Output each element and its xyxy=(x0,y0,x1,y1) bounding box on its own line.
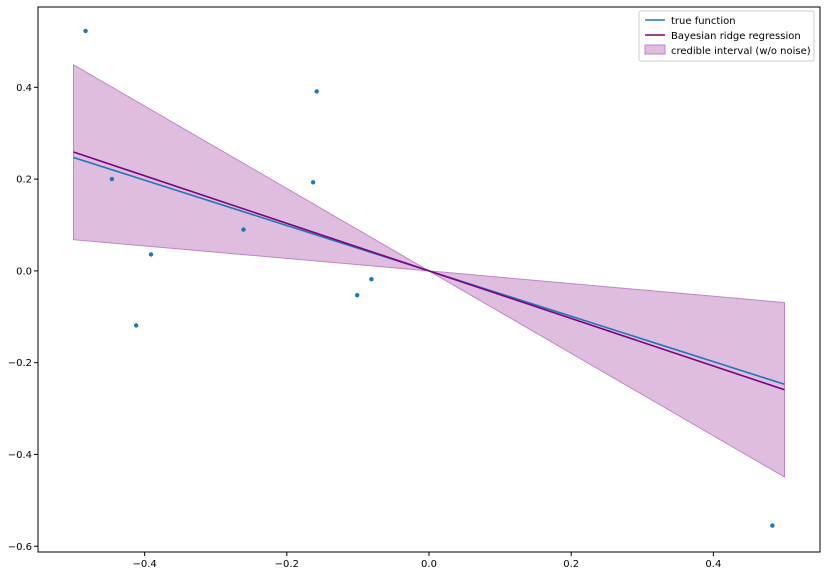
legend-label-true-function: true function xyxy=(671,16,736,27)
data-point xyxy=(355,293,360,298)
data-point xyxy=(310,180,316,185)
legend-swatch-credible-interval xyxy=(644,44,666,55)
data-point xyxy=(241,227,246,232)
data-point xyxy=(109,176,115,182)
y-tick-label: −0.4 xyxy=(8,450,32,461)
x-tick-label: 0.4 xyxy=(705,559,721,570)
x-tick-label: −0.4 xyxy=(132,559,156,570)
x-tick-label: 0.2 xyxy=(563,559,579,570)
plot-layer xyxy=(73,28,785,528)
legend-box xyxy=(638,10,815,62)
y-tick-label: −0.2 xyxy=(8,358,32,369)
y-axis-ticks: −0.6 −0.4 −0.2 0.0 0.2 0.4 xyxy=(8,83,38,553)
legend: true function Bayesian ridge regression … xyxy=(638,10,815,62)
y-tick-label: −0.6 xyxy=(8,542,32,553)
x-axis-ticks: −0.4 −0.2 0.0 0.2 0.4 xyxy=(132,552,721,570)
y-tick-label: 0.0 xyxy=(16,266,32,277)
data-point xyxy=(369,277,374,282)
data-point xyxy=(133,323,139,328)
y-tick-label: 0.2 xyxy=(16,175,32,186)
data-point xyxy=(314,89,319,94)
x-tick-label: −0.2 xyxy=(275,559,299,570)
data-point xyxy=(83,28,88,34)
data-point xyxy=(148,252,154,257)
bayesian-ridge-line xyxy=(73,151,785,391)
x-tick-label: 0.0 xyxy=(421,559,437,570)
legend-label-bayesian-ridge: Bayesian ridge regression xyxy=(671,31,801,42)
y-tick-label: 0.4 xyxy=(16,83,32,94)
data-point xyxy=(770,523,775,528)
legend-label-credible-interval: credible interval (w/o noise) xyxy=(671,46,811,57)
